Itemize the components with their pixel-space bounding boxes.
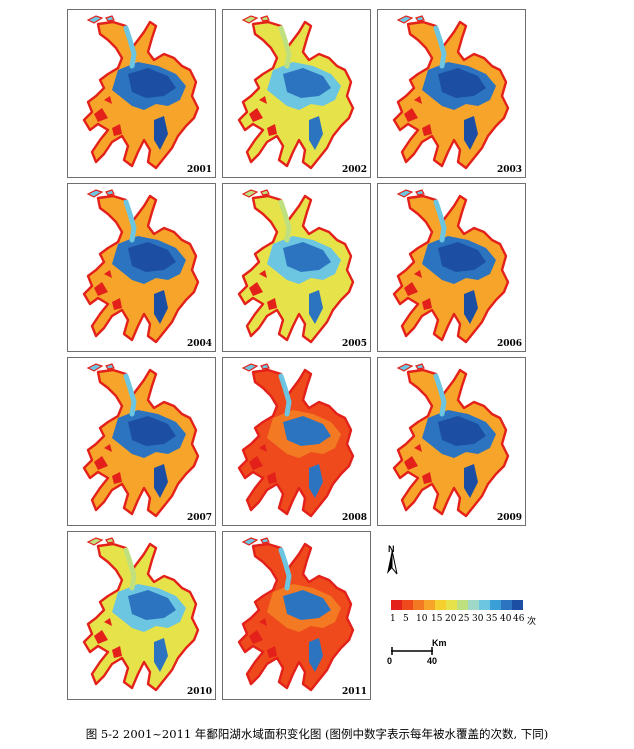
legend-tick: 25 bbox=[458, 614, 470, 624]
legend-color-bar bbox=[391, 600, 523, 610]
legend-swatch bbox=[457, 600, 468, 610]
legend bbox=[391, 600, 523, 610]
north-arrow-icon bbox=[387, 549, 398, 575]
figure-caption: 图 5-2 2001~2011 年鄱阳湖水域面积变化图 (图例中数字表示每年被水… bbox=[85, 727, 549, 741]
legend-tick: 30 bbox=[472, 614, 484, 624]
legend-ticks: 1 5 10 15 20 25 30 35 40 46 次 bbox=[388, 614, 558, 627]
panel-year-label: 2004 bbox=[186, 339, 212, 349]
legend-tick: 15 bbox=[431, 614, 443, 624]
lake-map bbox=[237, 15, 355, 170]
panel-year-label: 2002 bbox=[341, 165, 367, 175]
map-panel-2002: 2002 bbox=[222, 9, 371, 178]
legend-tick: 1 bbox=[390, 614, 396, 624]
scale-unit: Km bbox=[432, 638, 447, 648]
panel-year-label: 2010 bbox=[186, 687, 212, 697]
legend-tick: 46 bbox=[513, 614, 525, 624]
legend-swatch bbox=[391, 600, 402, 610]
legend-tick: 10 bbox=[416, 614, 428, 624]
lake-map bbox=[82, 363, 200, 518]
panel-year-label: 2008 bbox=[341, 513, 367, 523]
legend-swatch bbox=[512, 600, 523, 610]
legend-swatch bbox=[501, 600, 512, 610]
legend-swatch bbox=[490, 600, 501, 610]
panel-year-label: 2001 bbox=[186, 165, 212, 175]
map-panel-2003: 2003 bbox=[377, 9, 526, 178]
lake-map bbox=[82, 15, 200, 170]
lake-map bbox=[392, 363, 510, 518]
lake-map bbox=[82, 537, 200, 692]
legend-tick: 40 bbox=[500, 614, 512, 624]
map-panel-2011: 2011 bbox=[222, 531, 371, 700]
panel-year-label: 2007 bbox=[186, 513, 212, 523]
legend-swatch bbox=[402, 600, 413, 610]
map-panel-2007: 2007 bbox=[67, 357, 216, 526]
lake-map bbox=[392, 15, 510, 170]
legend-swatch bbox=[446, 600, 457, 610]
north-label: N bbox=[388, 544, 395, 554]
lake-map bbox=[237, 537, 355, 692]
legend-swatch bbox=[413, 600, 424, 610]
legend-swatch bbox=[468, 600, 479, 610]
legend-tick: 20 bbox=[445, 614, 457, 624]
map-panel-2010: 2010 bbox=[67, 531, 216, 700]
lake-map bbox=[237, 189, 355, 344]
panel-year-label: 2003 bbox=[496, 165, 522, 175]
panel-year-label: 2011 bbox=[341, 687, 367, 697]
lake-map bbox=[392, 189, 510, 344]
map-panel-2008: 2008 bbox=[222, 357, 371, 526]
panel-year-label: 2005 bbox=[341, 339, 367, 349]
legend-tick: 35 bbox=[486, 614, 498, 624]
map-panel-2001: 2001 bbox=[67, 9, 216, 178]
scale-bar bbox=[391, 647, 433, 655]
legend-tick: 5 bbox=[403, 614, 409, 624]
panel-year-label: 2009 bbox=[496, 513, 522, 523]
legend-swatch bbox=[424, 600, 435, 610]
scale-end: 40 bbox=[427, 656, 438, 666]
map-panel-2006: 2006 bbox=[377, 183, 526, 352]
map-panel-2004: 2004 bbox=[67, 183, 216, 352]
lake-map bbox=[82, 189, 200, 344]
panel-year-label: 2006 bbox=[496, 339, 522, 349]
map-panel-2005: 2005 bbox=[222, 183, 371, 352]
scale-start: 0 bbox=[387, 656, 393, 666]
legend-swatch bbox=[479, 600, 490, 610]
map-panel-2009: 2009 bbox=[377, 357, 526, 526]
legend-unit: 次 bbox=[527, 617, 537, 627]
lake-map bbox=[237, 363, 355, 518]
legend-swatch bbox=[435, 600, 446, 610]
